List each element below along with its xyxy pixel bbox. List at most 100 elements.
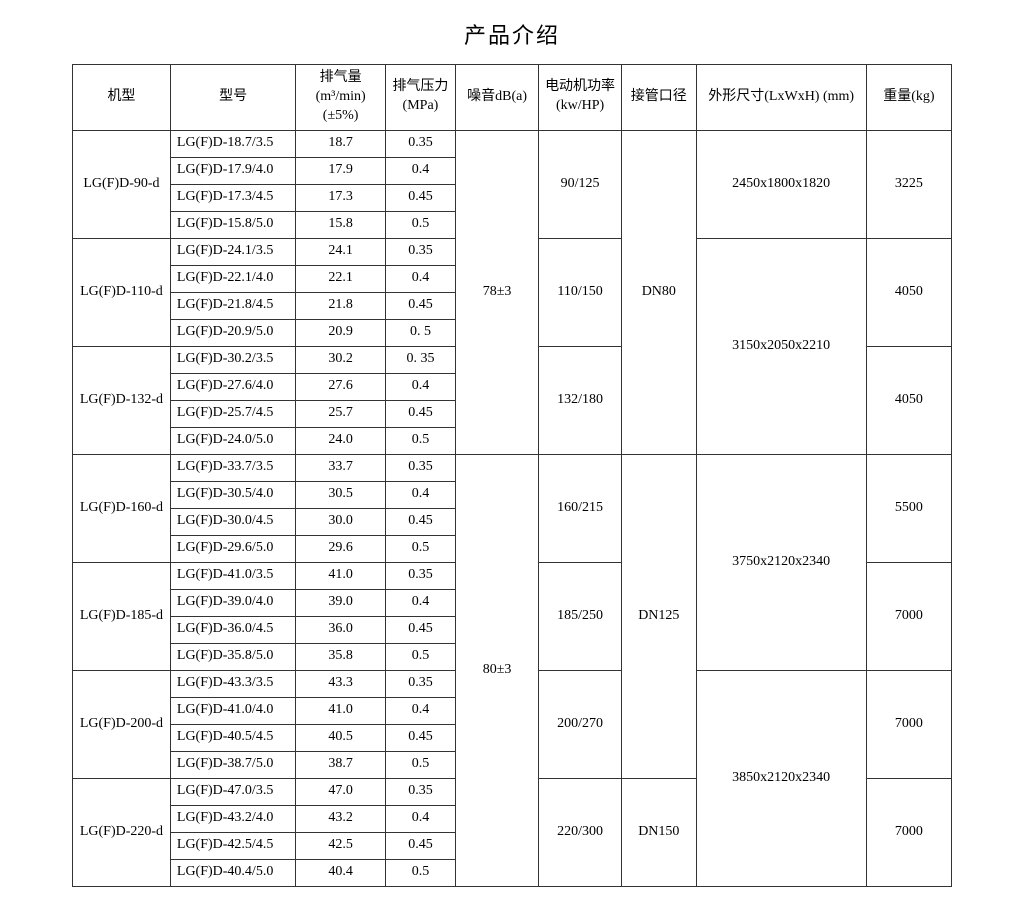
cell-disp: 39.0: [296, 589, 385, 616]
cell-disp: 30.2: [296, 346, 385, 373]
cell-noise: 80±3: [456, 454, 539, 886]
cell-model: LG(F)D-30.0/4.5: [170, 508, 296, 535]
h-weight: 重量(kg): [866, 65, 951, 131]
cell-machine: LG(F)D-90-d: [73, 130, 171, 238]
cell-disp: 17.3: [296, 184, 385, 211]
cell-model: LG(F)D-40.4/5.0: [170, 859, 296, 886]
cell-model: LG(F)D-25.7/4.5: [170, 400, 296, 427]
cell-model: LG(F)D-30.5/4.0: [170, 481, 296, 508]
cell-press: 0. 5: [385, 319, 455, 346]
cell-press: 0.4: [385, 265, 455, 292]
cell-weight: 4050: [866, 238, 951, 346]
cell-disp: 33.7: [296, 454, 385, 481]
h-displacement: 排气量(m³/min)(±5%): [296, 65, 385, 131]
cell-press: 0. 35: [385, 346, 455, 373]
h-machine: 机型: [73, 65, 171, 131]
cell-press: 0.45: [385, 292, 455, 319]
cell-disp: 47.0: [296, 778, 385, 805]
h-model: 型号: [170, 65, 296, 131]
cell-disp: 43.3: [296, 670, 385, 697]
cell-press: 0.4: [385, 697, 455, 724]
cell-disp: 35.8: [296, 643, 385, 670]
cell-model: LG(F)D-42.5/4.5: [170, 832, 296, 859]
cell-machine: LG(F)D-132-d: [73, 346, 171, 454]
cell-pipe: DN80: [622, 130, 696, 454]
cell-model: LG(F)D-39.0/4.0: [170, 589, 296, 616]
cell-model: LG(F)D-29.6/5.0: [170, 535, 296, 562]
cell-disp: 25.7: [296, 400, 385, 427]
cell-press: 0.5: [385, 211, 455, 238]
cell-disp: 36.0: [296, 616, 385, 643]
cell-press: 0.35: [385, 778, 455, 805]
cell-model: LG(F)D-36.0/4.5: [170, 616, 296, 643]
cell-press: 0.5: [385, 751, 455, 778]
cell-press: 0.45: [385, 724, 455, 751]
cell-weight: 3225: [866, 130, 951, 238]
cell-pipe: DN125: [622, 454, 696, 778]
cell-press: 0.45: [385, 508, 455, 535]
cell-machine: LG(F)D-185-d: [73, 562, 171, 670]
cell-power: 200/270: [539, 670, 622, 778]
cell-disp: 27.6: [296, 373, 385, 400]
cell-power: 185/250: [539, 562, 622, 670]
cell-press: 0.4: [385, 481, 455, 508]
cell-weight: 4050: [866, 346, 951, 454]
cell-press: 0.35: [385, 238, 455, 265]
h-power: 电动机功率(kw/HP): [539, 65, 622, 131]
cell-press: 0.35: [385, 562, 455, 589]
cell-press: 0.45: [385, 400, 455, 427]
cell-model: LG(F)D-47.0/3.5: [170, 778, 296, 805]
cell-machine: LG(F)D-110-d: [73, 238, 171, 346]
cell-model: LG(F)D-17.9/4.0: [170, 157, 296, 184]
cell-press: 0.45: [385, 184, 455, 211]
cell-press: 0.5: [385, 427, 455, 454]
cell-model: LG(F)D-41.0/3.5: [170, 562, 296, 589]
table-body: LG(F)D-90-d LG(F)D-18.7/3.5 18.7 0.35 78…: [73, 130, 952, 886]
h-pipe: 接管口径: [622, 65, 696, 131]
cell-press: 0.4: [385, 589, 455, 616]
spec-table: 机型 型号 排气量(m³/min)(±5%) 排气压力(MPa) 噪音dB(a)…: [72, 64, 952, 887]
cell-model: LG(F)D-30.2/3.5: [170, 346, 296, 373]
cell-model: LG(F)D-40.5/4.5: [170, 724, 296, 751]
cell-machine: LG(F)D-220-d: [73, 778, 171, 886]
cell-power: 160/215: [539, 454, 622, 562]
cell-disp: 40.4: [296, 859, 385, 886]
cell-press: 0.35: [385, 670, 455, 697]
cell-press: 0.4: [385, 157, 455, 184]
cell-disp: 15.8: [296, 211, 385, 238]
h-dimensions: 外形尺寸(LxWxH) (mm): [696, 65, 866, 131]
cell-model: LG(F)D-15.8/5.0: [170, 211, 296, 238]
cell-disp: 21.8: [296, 292, 385, 319]
cell-dim: 3750x2120x2340: [696, 454, 866, 670]
cell-model: LG(F)D-33.7/3.5: [170, 454, 296, 481]
cell-press: 0.4: [385, 373, 455, 400]
cell-disp: 41.0: [296, 562, 385, 589]
cell-disp: 29.6: [296, 535, 385, 562]
cell-press: 0.5: [385, 859, 455, 886]
cell-press: 0.5: [385, 535, 455, 562]
cell-press: 0.45: [385, 616, 455, 643]
table-row: LG(F)D-90-d LG(F)D-18.7/3.5 18.7 0.35 78…: [73, 130, 952, 157]
cell-power: 90/125: [539, 130, 622, 238]
cell-press: 0.35: [385, 454, 455, 481]
cell-pipe: DN150: [622, 778, 696, 886]
table-row: LG(F)D-160-d LG(F)D-33.7/3.5 33.7 0.35 8…: [73, 454, 952, 481]
cell-disp: 38.7: [296, 751, 385, 778]
cell-model: LG(F)D-43.3/3.5: [170, 670, 296, 697]
cell-power: 220/300: [539, 778, 622, 886]
cell-disp: 20.9: [296, 319, 385, 346]
cell-machine: LG(F)D-160-d: [73, 454, 171, 562]
cell-disp: 30.0: [296, 508, 385, 535]
cell-disp: 24.1: [296, 238, 385, 265]
cell-machine: LG(F)D-200-d: [73, 670, 171, 778]
cell-weight: 7000: [866, 778, 951, 886]
cell-dim: 3150x2050x2210: [696, 238, 866, 454]
cell-weight: 7000: [866, 562, 951, 670]
page-title: 产品介绍: [10, 18, 1014, 50]
cell-press: 0.45: [385, 832, 455, 859]
cell-press: 0.35: [385, 130, 455, 157]
cell-disp: 43.2: [296, 805, 385, 832]
cell-model: LG(F)D-21.8/4.5: [170, 292, 296, 319]
cell-dim: 3850x2120x2340: [696, 670, 866, 886]
cell-model: LG(F)D-22.1/4.0: [170, 265, 296, 292]
